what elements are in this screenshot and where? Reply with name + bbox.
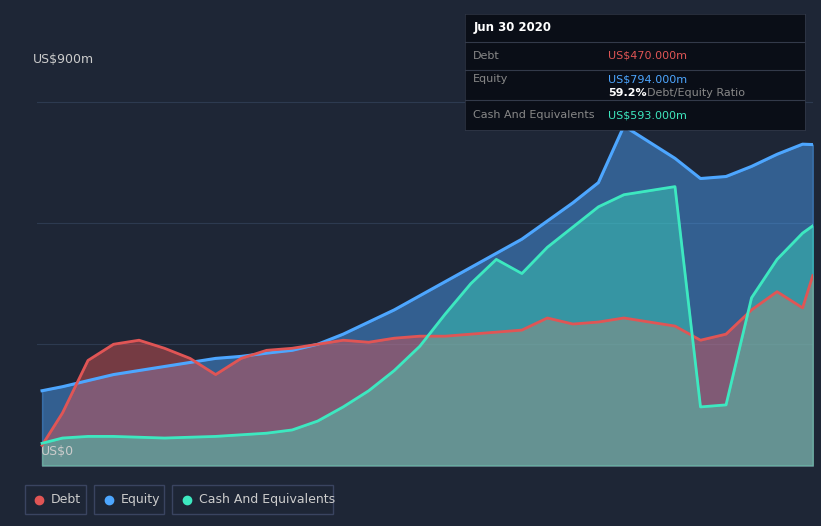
Text: Jun 30 2020: Jun 30 2020 bbox=[473, 21, 551, 34]
Text: US$470.000m: US$470.000m bbox=[608, 50, 687, 60]
Text: Debt: Debt bbox=[473, 50, 500, 60]
Text: US$593.000m: US$593.000m bbox=[608, 110, 686, 120]
Text: Debt/Equity Ratio: Debt/Equity Ratio bbox=[647, 88, 745, 98]
Text: Cash And Equivalents: Cash And Equivalents bbox=[473, 110, 594, 120]
Text: 59.2%: 59.2% bbox=[608, 88, 646, 98]
Text: US$0: US$0 bbox=[41, 445, 74, 458]
Text: Cash And Equivalents: Cash And Equivalents bbox=[199, 493, 335, 506]
Bar bbox=[25, 485, 86, 514]
Bar bbox=[172, 485, 333, 514]
Text: US$794.000m: US$794.000m bbox=[608, 74, 687, 84]
Text: Equity: Equity bbox=[473, 74, 508, 84]
Bar bbox=[94, 485, 164, 514]
Text: Equity: Equity bbox=[121, 493, 160, 506]
Text: Debt: Debt bbox=[51, 493, 81, 506]
Text: US$900m: US$900m bbox=[33, 53, 94, 66]
